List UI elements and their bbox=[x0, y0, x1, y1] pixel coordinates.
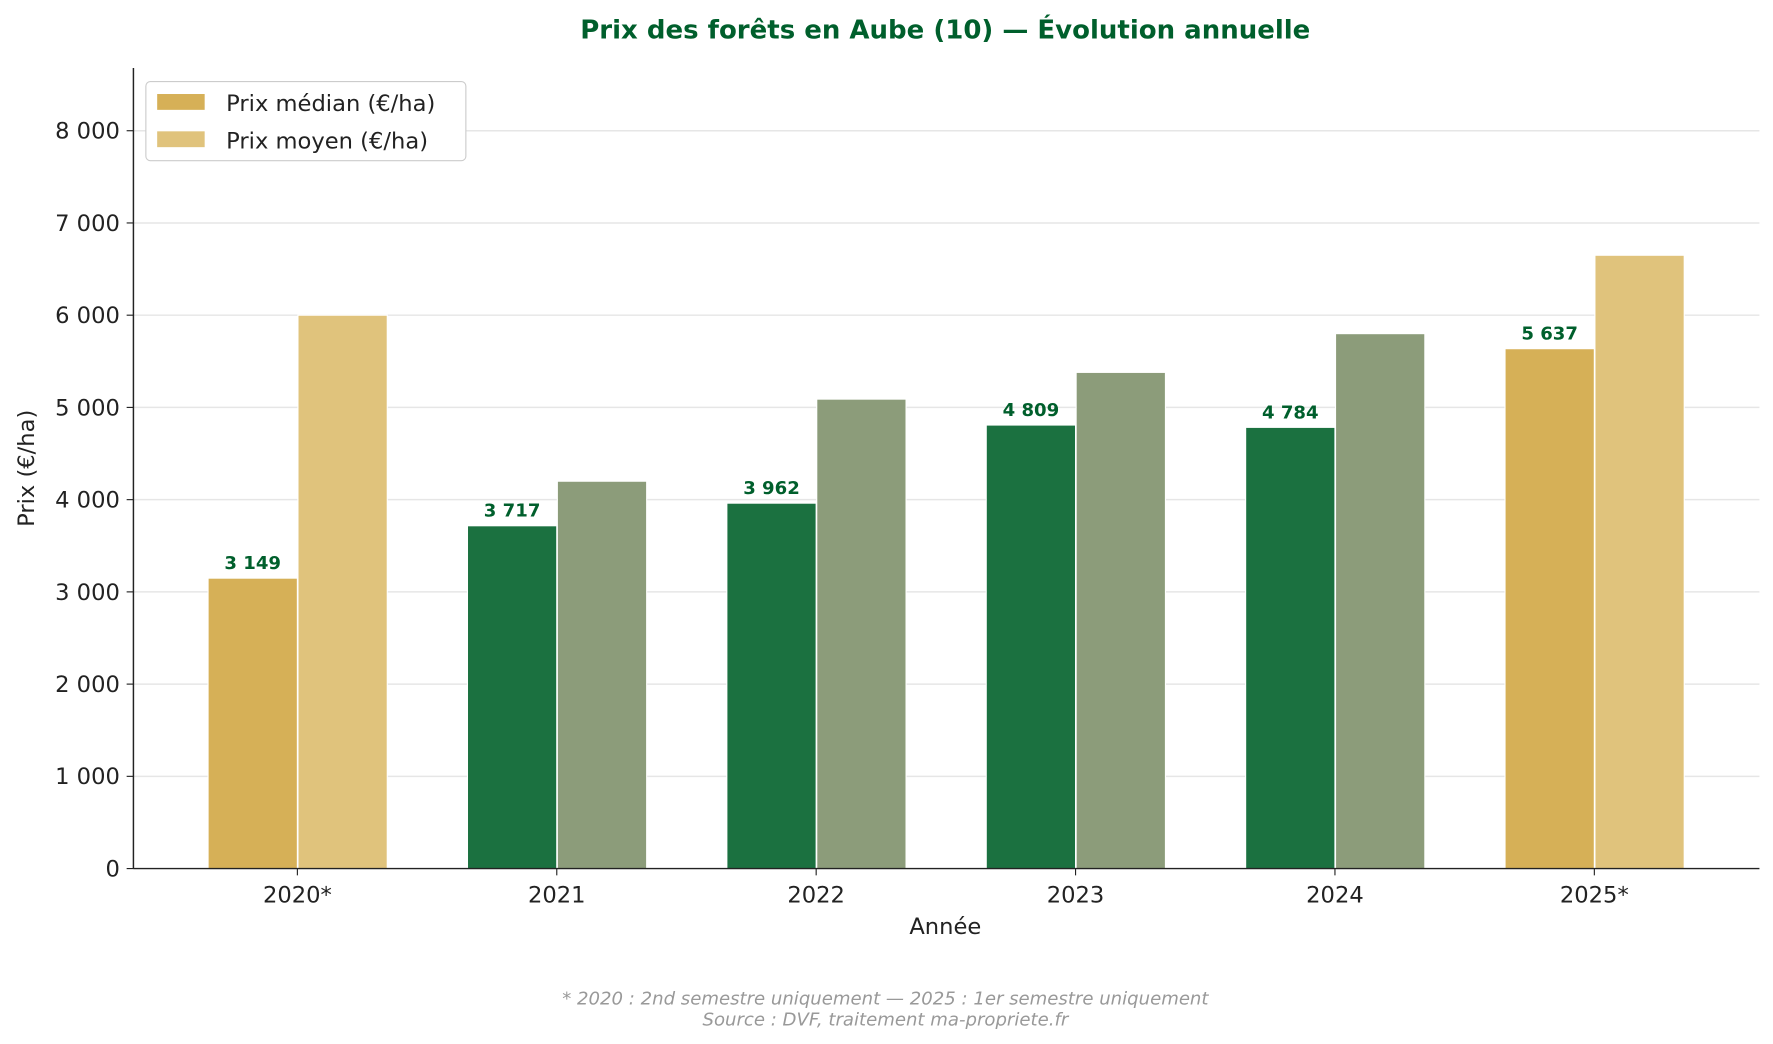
y-tick-label: 1 000 bbox=[55, 764, 120, 790]
x-tick-label: 2025* bbox=[1560, 882, 1629, 908]
data-labels: 3 149 3 717 3 962 4 809 4 784 5 637 bbox=[224, 324, 1578, 574]
y-tick-label: 5 000 bbox=[55, 395, 120, 421]
legend-label-mean: Prix moyen (€/ha) bbox=[226, 128, 428, 154]
legend-swatch-mean bbox=[157, 131, 205, 148]
bar-median-2020 bbox=[207, 577, 298, 870]
y-tick-label: 6 000 bbox=[55, 303, 120, 329]
bar-mean-2023 bbox=[1075, 371, 1167, 870]
x-ticks: 2020* 2021 2022 2023 2024 2025* bbox=[263, 868, 1629, 908]
data-label: 3 717 bbox=[484, 501, 541, 522]
bar-mean-2025 bbox=[1594, 254, 1685, 870]
y-tick-label: 3 000 bbox=[55, 580, 120, 606]
data-label: 3 962 bbox=[743, 478, 800, 499]
data-label: 5 637 bbox=[1521, 324, 1578, 345]
bar-median-2025 bbox=[1504, 348, 1595, 870]
legend: Prix médian (€/ha) Prix moyen (€/ha) bbox=[145, 81, 467, 162]
chart-title: Prix des forêts en Aube (10) — Évolution… bbox=[580, 14, 1310, 46]
y-tick-label: 4 000 bbox=[55, 488, 120, 514]
bar-median-2024 bbox=[1245, 426, 1336, 870]
legend-label-median: Prix médian (€/ha) bbox=[226, 91, 435, 117]
x-axis-label: Année bbox=[909, 914, 981, 940]
bar-mean-2024 bbox=[1334, 333, 1426, 870]
x-tick-label: 2024 bbox=[1306, 882, 1364, 908]
x-tick-label: 2023 bbox=[1047, 882, 1105, 908]
x-tick-label: 2020* bbox=[263, 882, 332, 908]
bars bbox=[207, 254, 1685, 870]
data-label: 3 149 bbox=[224, 553, 281, 574]
y-tick-label: 8 000 bbox=[55, 119, 120, 145]
data-label: 4 809 bbox=[1003, 400, 1060, 421]
x-tick-label: 2022 bbox=[787, 882, 845, 908]
grid bbox=[133, 129, 1760, 778]
bar-median-2022 bbox=[726, 502, 817, 870]
y-axis-label: Prix (€/ha) bbox=[14, 410, 40, 527]
bar-median-2023 bbox=[985, 424, 1077, 870]
y-tick-label: 2 000 bbox=[55, 672, 120, 698]
bar-median-2021 bbox=[466, 525, 558, 870]
legend-swatch-median bbox=[157, 94, 205, 110]
x-tick-label: 2021 bbox=[528, 882, 586, 908]
bar-mean-2022 bbox=[816, 398, 907, 870]
footnote: * 2020 : 2nd semestre uniquement — 2025 … bbox=[562, 988, 1209, 1009]
source: Source : DVF, traitement ma-propriete.fr bbox=[702, 1010, 1069, 1031]
bar-mean-2020 bbox=[297, 314, 388, 870]
data-label: 4 784 bbox=[1262, 402, 1319, 423]
y-tick-label: 7 000 bbox=[55, 211, 120, 237]
bar-mean-2021 bbox=[556, 480, 648, 870]
y-ticks: 0 1 000 2 000 3 000 4 000 5 000 6 000 7 000 8 00… bbox=[55, 119, 134, 882]
y-tick-label: 0 bbox=[105, 856, 119, 882]
legend-frame bbox=[145, 81, 467, 162]
